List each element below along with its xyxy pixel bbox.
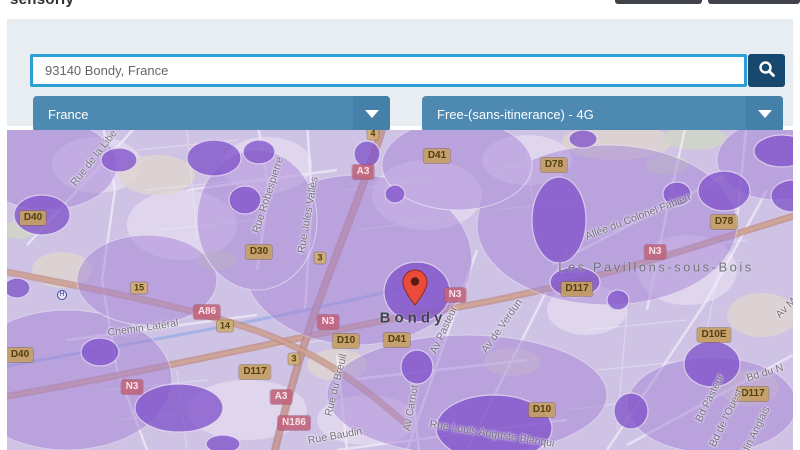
city-label: Les Pavillons-sous-Bois xyxy=(558,259,754,275)
street-label: Rue de la Libe xyxy=(68,130,120,189)
hospital-poi-icon: H xyxy=(57,290,67,300)
road-badge-d78: D78 xyxy=(710,215,738,229)
street-label: Allée du Colonel Fabien xyxy=(583,191,693,243)
road-badge-d117: D117 xyxy=(239,365,271,379)
road-badge-d41: D41 xyxy=(383,333,411,347)
search-icon xyxy=(758,60,776,81)
road-badge-14: 14 xyxy=(216,320,234,332)
road-badge-n3: N3 xyxy=(444,288,466,302)
street-label: Rue Baudin xyxy=(306,425,364,447)
road-badge-a3: A3 xyxy=(352,165,374,179)
country-dropdown-value: France xyxy=(48,106,89,122)
street-label: Bd du N xyxy=(745,361,785,385)
road-badge-3: 3 xyxy=(288,353,300,365)
map-label-layer: D40 D30 D41 D78 D78 D117 D117 D40 D10 D41 D10 D10E D… xyxy=(7,130,793,450)
header-button-right[interactable] xyxy=(708,0,800,4)
road-badge-n3: N3 xyxy=(121,380,143,394)
street-label: din Anglais xyxy=(739,404,773,450)
search-button[interactable] xyxy=(748,54,785,87)
network-dropdown-caret-box[interactable] xyxy=(746,96,783,132)
road-badge-d10: D10 xyxy=(528,403,556,417)
road-badge-d117: D117 xyxy=(737,387,769,401)
road-badge-3: 3 xyxy=(314,252,326,264)
street-label: Chemin Latéral xyxy=(106,317,180,339)
street-label: Av Carnot xyxy=(401,384,421,432)
road-badge-d10: D10 xyxy=(332,334,360,348)
map-canvas xyxy=(7,130,793,450)
road-badge-d41: D41 xyxy=(423,149,451,163)
street-label: Av M xyxy=(773,295,793,321)
chevron-down-icon xyxy=(364,110,379,118)
road-badge-a3: A3 xyxy=(270,390,292,404)
road-badge-d78: D78 xyxy=(540,158,568,172)
country-dropdown[interactable]: France xyxy=(33,96,390,132)
road-badge-d10e: D10E xyxy=(697,328,731,342)
street-label: Rue Louis Auguste Blanqui xyxy=(428,418,556,450)
header-button-left[interactable] xyxy=(615,0,702,4)
road-badge-15: 15 xyxy=(130,282,148,294)
road-badge-n3: N3 xyxy=(644,245,666,259)
road-badge-d40: D40 xyxy=(19,211,47,225)
street-label: Av de Verdun xyxy=(479,296,525,356)
road-badge-a86: A86 xyxy=(193,305,221,319)
country-dropdown-caret-box[interactable] xyxy=(353,96,390,132)
road-badge-4: 4 xyxy=(367,130,379,140)
road-badge-d117: D117 xyxy=(561,282,593,296)
location-marker-pin[interactable] xyxy=(402,269,428,307)
chevron-down-icon xyxy=(757,110,772,118)
street-label: Rue Robespierre xyxy=(250,155,286,235)
road-badge-n186: N186 xyxy=(278,416,310,430)
city-label: Bondy xyxy=(379,309,447,327)
road-badge-d30: D30 xyxy=(245,245,273,259)
location-search-input[interactable] xyxy=(30,54,747,87)
search-panel: France Free-(sans-itinerance) - 4G xyxy=(7,19,793,132)
coverage-map[interactable]: D40 D30 D41 D78 D78 D117 D117 D40 D10 D41 D10 D10E D… xyxy=(7,130,793,450)
sensorly-logo: sensorly xyxy=(10,0,74,8)
network-dropdown-value: Free-(sans-itinerance) - 4G xyxy=(437,106,594,122)
street-label: Rue Jules Vallès xyxy=(295,175,321,255)
road-badge-n3: N3 xyxy=(317,315,339,329)
network-dropdown[interactable]: Free-(sans-itinerance) - 4G xyxy=(422,96,783,132)
street-label: Rue du Breuil xyxy=(322,352,350,418)
road-badge-d40: D40 xyxy=(7,348,34,362)
